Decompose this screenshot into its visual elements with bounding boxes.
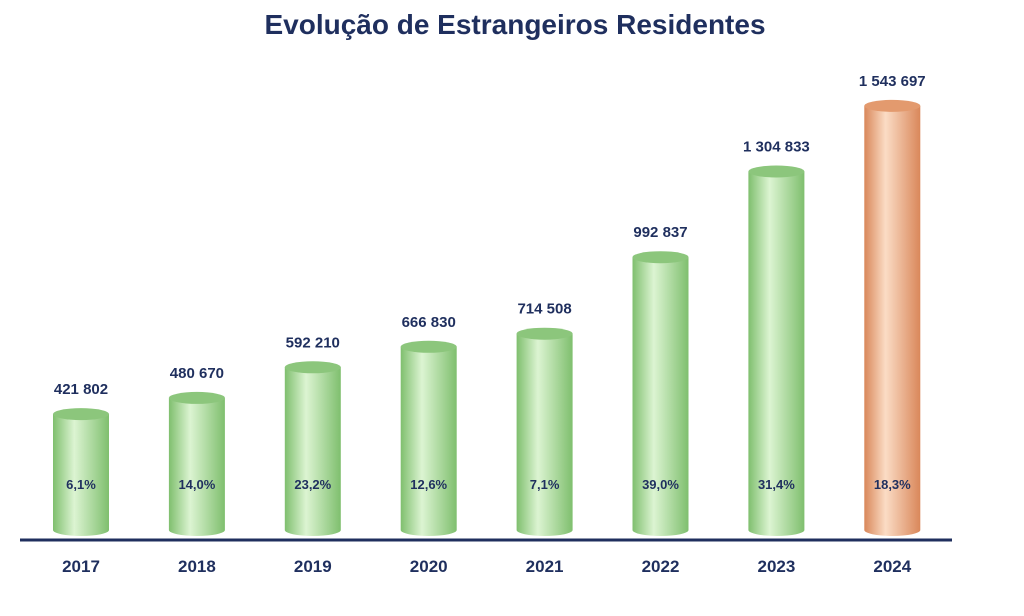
bar-body-2022 xyxy=(632,257,689,536)
value-label-2021: 714 508 xyxy=(517,301,571,318)
tick-label-2022: 2022 xyxy=(642,557,680,576)
growth-label-2022: 39,0% xyxy=(642,477,679,492)
bar-body-2020 xyxy=(400,346,457,536)
bar-body-2018 xyxy=(168,397,225,536)
bar-top-2018 xyxy=(168,391,225,404)
bar-top-2022 xyxy=(632,251,689,264)
value-label-2018: 480 670 xyxy=(170,365,224,382)
bar-2021: 714 508 7,1% xyxy=(516,301,573,536)
bar-body-2017 xyxy=(53,414,109,536)
bar-top-2019 xyxy=(284,361,341,374)
bar-top-2020 xyxy=(400,340,457,353)
bar-2024: 1 543 697 18,3% xyxy=(859,73,926,536)
bar-top-2024 xyxy=(864,99,921,112)
growth-label-2024: 18,3% xyxy=(874,477,911,492)
bar-body-2019 xyxy=(284,367,341,536)
value-label-2019: 592 210 xyxy=(286,334,340,351)
growth-label-2021: 7,1% xyxy=(530,477,560,492)
tick-label-2020: 2020 xyxy=(410,557,448,576)
bar-top-2023 xyxy=(748,165,805,178)
value-label-2024: 1 543 697 xyxy=(859,73,926,90)
bar-top-2021 xyxy=(516,327,573,340)
tick-label-2024: 2024 xyxy=(873,557,911,576)
value-label-2020: 666 830 xyxy=(402,314,456,331)
growth-label-2019: 23,2% xyxy=(294,477,331,492)
bar-2022: 992 837 39,0% xyxy=(632,224,689,536)
x-tick-labels: 2017 2018 2019 2020 2021 2022 2023 2024 xyxy=(62,557,912,576)
bar-2020: 666 830 12,6% xyxy=(400,314,457,536)
bar-body-2024 xyxy=(864,105,921,536)
tick-label-2023: 2023 xyxy=(757,557,795,576)
bar-2017: 421 802 6,1% xyxy=(53,381,109,536)
value-label-2022: 992 837 xyxy=(633,224,687,241)
bar-2018: 480 670 14,0% xyxy=(168,365,225,536)
tick-label-2021: 2021 xyxy=(526,557,564,576)
tick-label-2017: 2017 xyxy=(62,557,100,576)
value-label-2017: 421 802 xyxy=(54,381,108,398)
chart-title: Evolução de Estrangeiros Residentes xyxy=(264,9,765,40)
value-label-2023: 1 304 833 xyxy=(743,138,810,155)
bar-2019: 592 210 23,2% xyxy=(284,334,341,536)
bar-body-2023 xyxy=(748,171,805,536)
tick-label-2018: 2018 xyxy=(178,557,216,576)
bar-body-2021 xyxy=(516,333,573,536)
growth-label-2023: 31,4% xyxy=(758,477,795,492)
growth-label-2017: 6,1% xyxy=(66,477,96,492)
growth-label-2020: 12,6% xyxy=(410,477,447,492)
bar-2023: 1 304 833 31,4% xyxy=(743,138,810,536)
tick-label-2019: 2019 xyxy=(294,557,332,576)
growth-label-2018: 14,0% xyxy=(178,477,215,492)
bars-group: 421 802 6,1% 480 670 14,0% 592 210 23,2% 666 8… xyxy=(53,73,926,536)
bar-top-2017 xyxy=(53,408,109,421)
